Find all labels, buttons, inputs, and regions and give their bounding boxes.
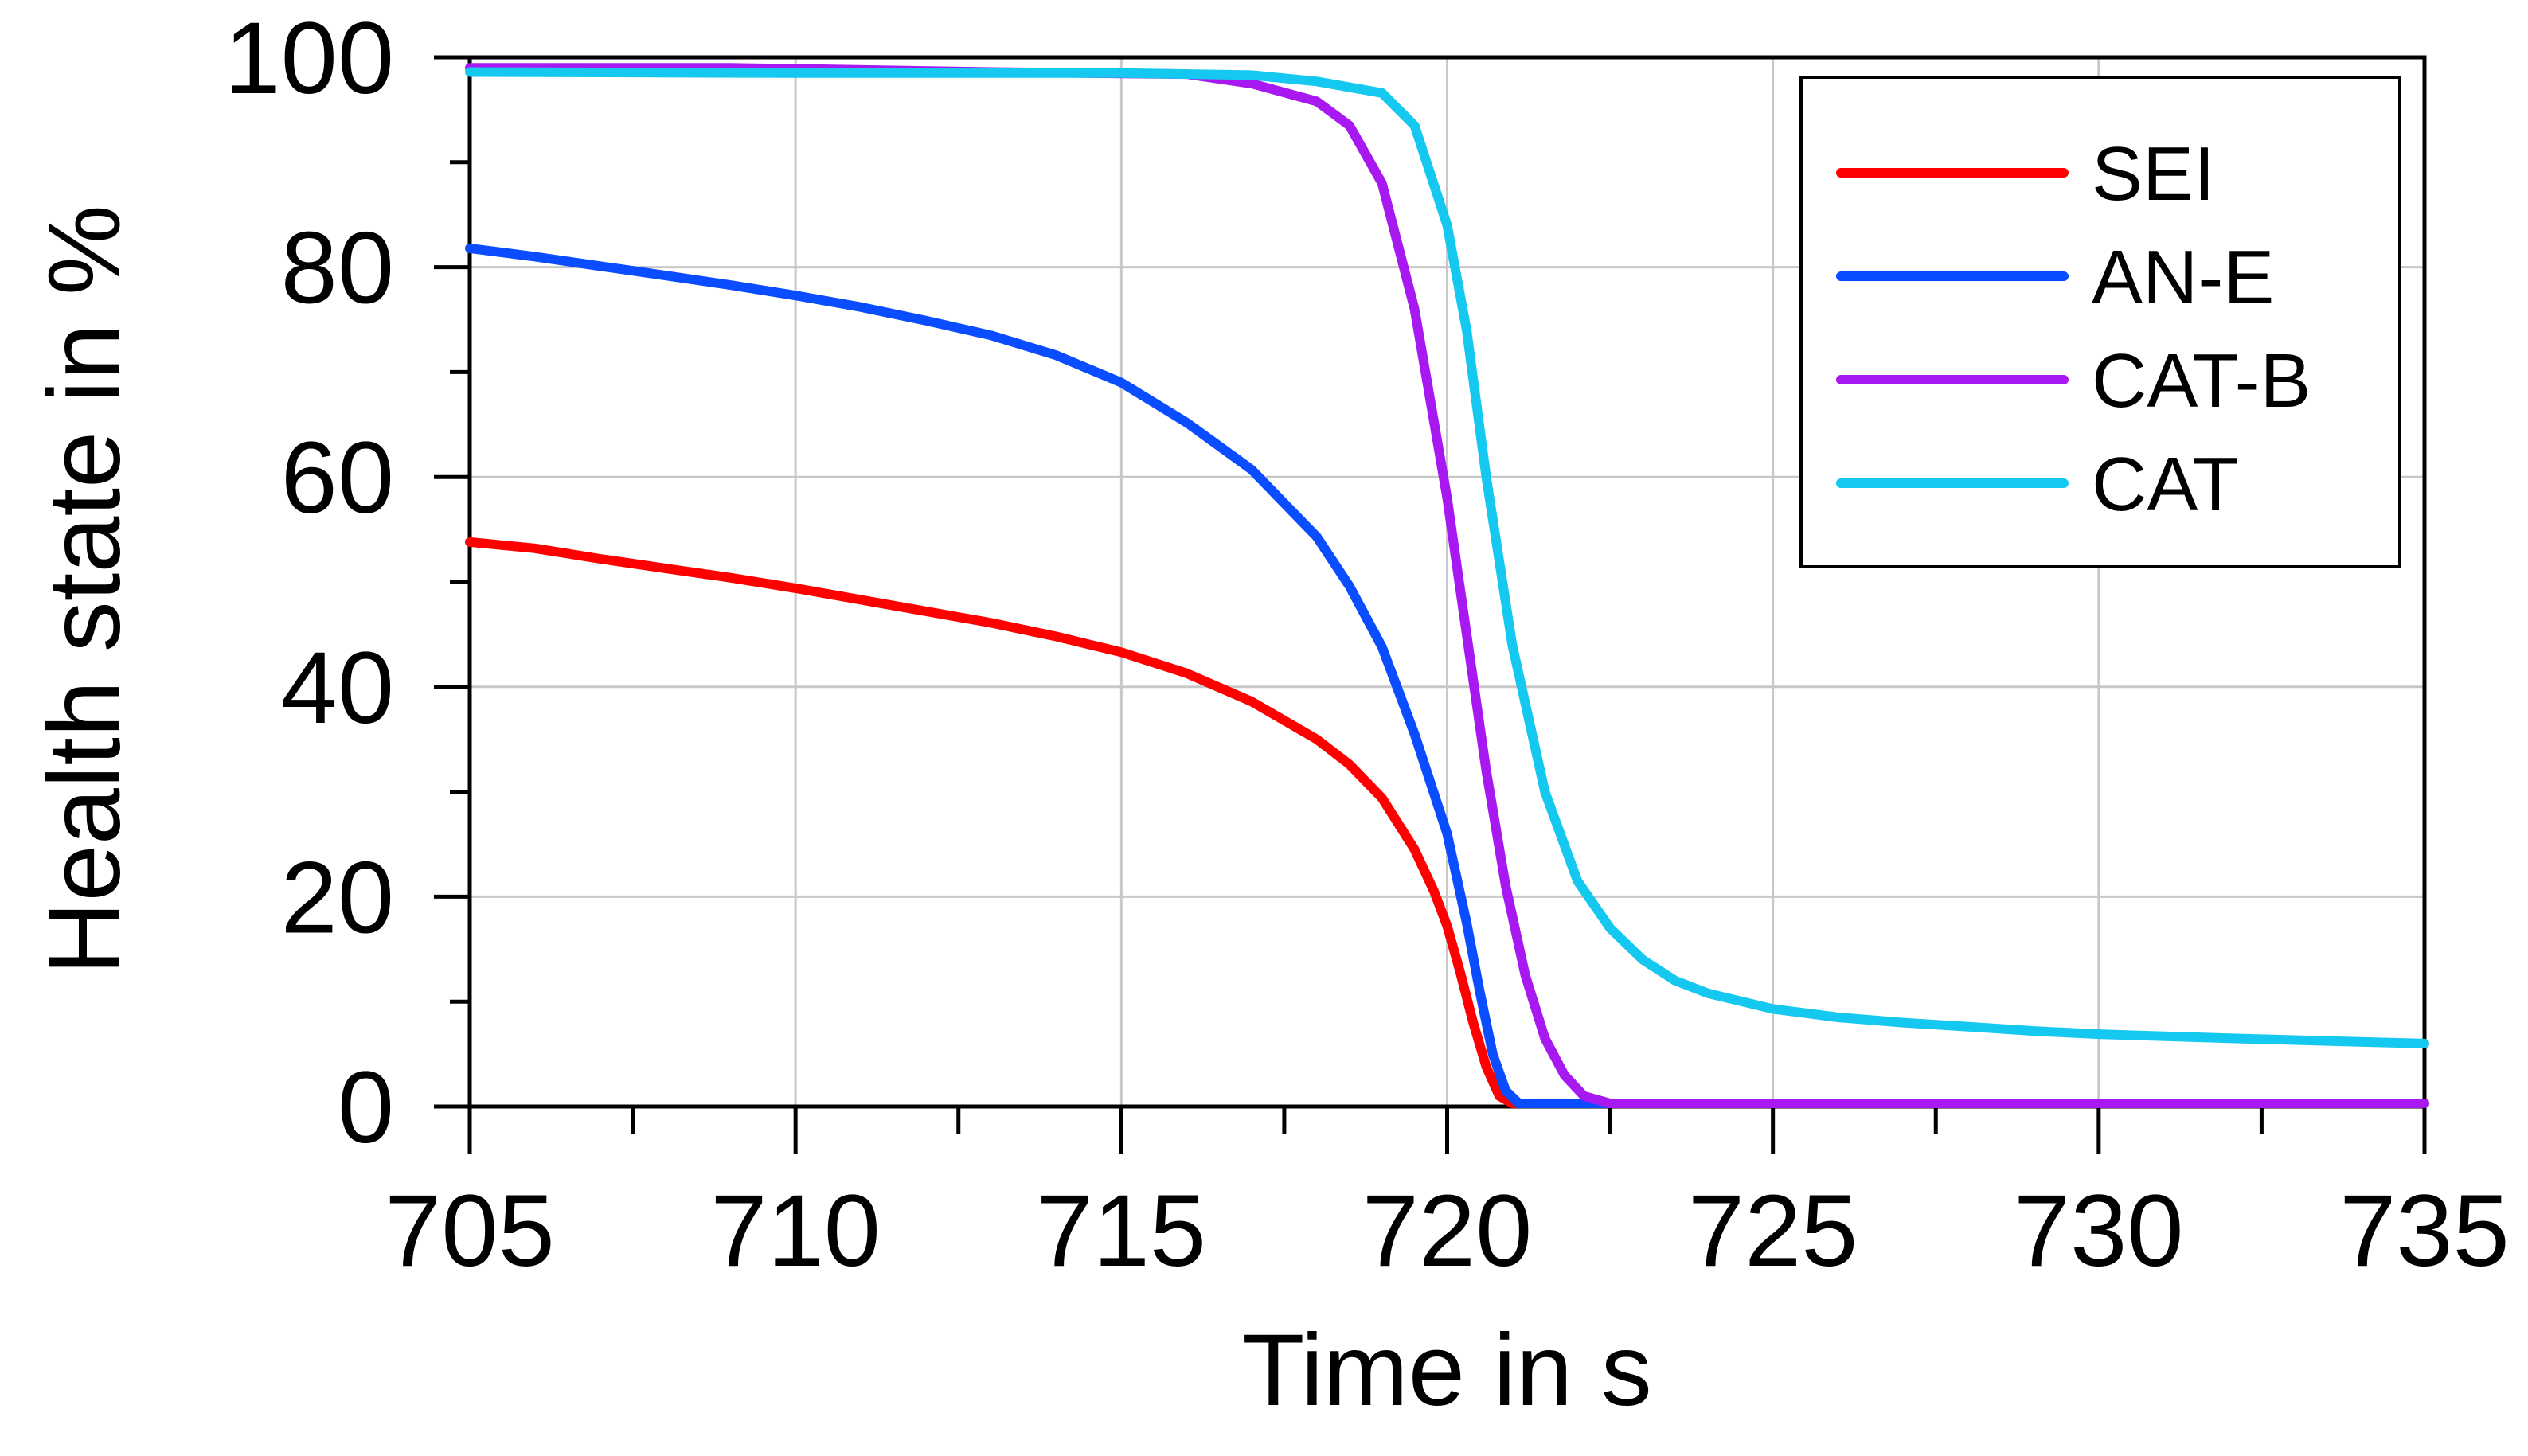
x-tick-label: 705 [385, 1174, 555, 1288]
legend-label-cat: CAT [2092, 442, 2239, 527]
legend-label-cat-b: CAT-B [2092, 338, 2311, 424]
y-axis-label: Health state in % [28, 205, 142, 975]
y-tick-label: 40 [281, 631, 394, 745]
legend-label-sei: SEI [2092, 131, 2215, 217]
x-tick-label: 715 [1037, 1174, 1207, 1288]
series-line-sei [465, 537, 2429, 1108]
y-tick-label: 80 [281, 212, 394, 326]
x-axis-label: Time in s [1242, 1314, 1651, 1427]
series-line-cat [465, 67, 2429, 1048]
x-tick-label: 720 [1362, 1174, 1533, 1288]
y-tick-label: 20 [281, 841, 394, 954]
x-tick-label: 710 [710, 1174, 881, 1288]
y-tick-label: 100 [224, 2, 394, 115]
axis-ticks: 705 710 715 720 725 730 735 0 20 40 60 80 100 [224, 2, 2509, 1288]
x-tick-label: 735 [2339, 1174, 2510, 1288]
series-line-an-e [465, 243, 2429, 1108]
x-tick-label: 725 [1688, 1174, 1858, 1288]
legend-label-an-e: AN-E [2092, 235, 2274, 320]
y-tick-label: 0 [338, 1051, 394, 1165]
y-tick-label: 60 [281, 421, 394, 535]
legend-items: SEI AN-E CAT-B CAT [1836, 131, 2311, 527]
legend: SEI AN-E CAT-B CAT [1799, 76, 2401, 568]
x-tick-label: 730 [2014, 1174, 2184, 1288]
series-lines [465, 63, 2429, 1108]
